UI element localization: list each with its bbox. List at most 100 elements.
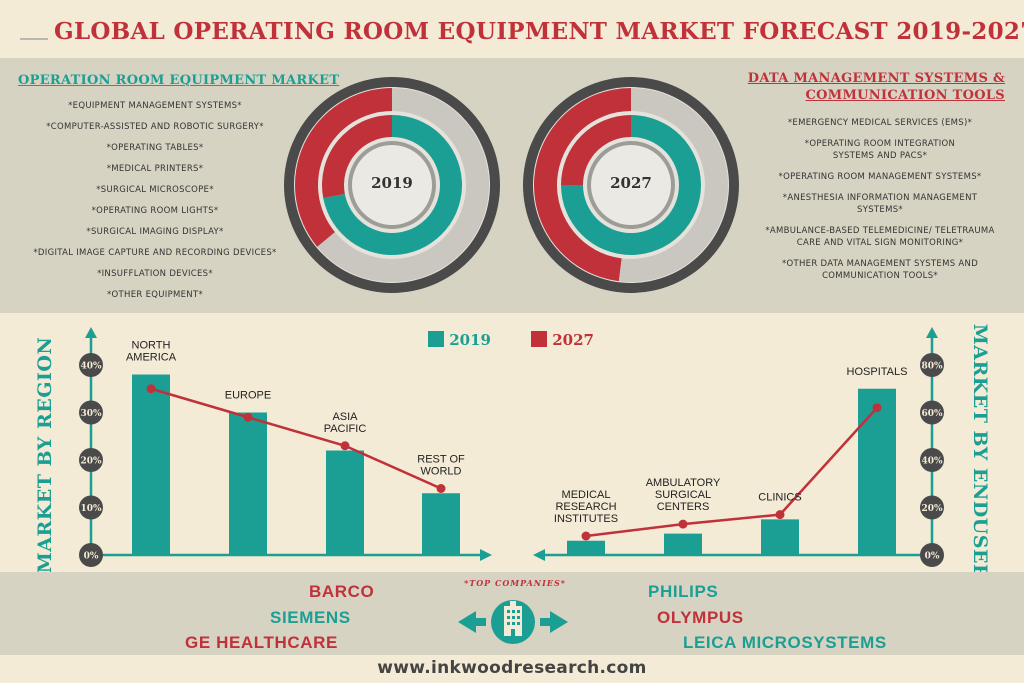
donut-slice-inner-data-management [321, 115, 392, 199]
line-2027 [150, 387, 442, 490]
category-label: ASIA [332, 411, 358, 423]
donut-slice-outer-equipment [317, 87, 490, 282]
list-item: *INSUFFLATION DEVICES* [97, 269, 213, 279]
category-label: INSTITUTES [554, 513, 618, 525]
y-tick-bubble [920, 543, 944, 567]
website-url[interactable]: www.inkwoodresearch.com [377, 658, 647, 678]
legend-2019: 2019 [428, 331, 491, 349]
donut-hub [591, 145, 671, 225]
right-arrow-stem [540, 618, 552, 626]
y-tick-bubble [920, 353, 944, 377]
list-item: *OTHER DATA MANAGEMENT SYSTEMS AND COMMU… [781, 259, 979, 281]
y-tick-bubble [79, 543, 103, 567]
bar-2019 [567, 540, 605, 555]
list-item: *AMBULANCE-BASED TELEMEDICINE/ TELETRAUM… [765, 226, 995, 248]
list-item: *DIGITAL IMAGE CAPTURE AND RECORDING DEV… [33, 248, 277, 258]
category-label: AMERICA [126, 352, 177, 364]
legend-2027: 2027 [531, 331, 594, 349]
category-label: EUROPE [225, 390, 271, 402]
page-title: GLOBAL OPERATING ROOM EQUIPMENT MARKET F… [48, 18, 1024, 45]
list-item: *MEDICAL PRINTERS* [106, 164, 204, 174]
point-2027 [146, 384, 156, 394]
legend-swatch-red [531, 331, 547, 347]
right-arrow-icon [550, 611, 568, 633]
left-section-list: *EQUIPMENT MANAGEMENT SYSTEMS* *COMPUTER… [10, 100, 300, 310]
bar-2019 [422, 493, 460, 555]
category-label: WORLD [421, 466, 462, 478]
y-tick-bubble [79, 400, 103, 425]
y-tick-label: 0% [84, 552, 99, 562]
list-item: *EMERGENCY MEDICAL SERVICES (EMS)* [787, 118, 973, 128]
right-section-list: *EMERGENCY MEDICAL SERVICES (EMS)* *OPER… [745, 117, 1015, 291]
list-item: *SURGICAL MICROSCOPE* [96, 185, 214, 195]
point-2027 [581, 531, 591, 541]
company-barco: BARCO [309, 582, 375, 601]
point-2027 [436, 484, 446, 493]
category-label: CENTERS [657, 501, 710, 513]
bar-2019 [132, 374, 170, 555]
top-companies-label: *TOP COMPANIES* [464, 578, 566, 588]
building-emblem [458, 600, 568, 644]
list-item: *OPERATING ROOM LIGHTS* [91, 206, 219, 216]
y-tick-label: 80% [921, 362, 943, 372]
donut-slice-inner-equipment [323, 115, 462, 256]
y-tick-label: 20% [80, 457, 102, 467]
y-tick-label: 0% [925, 552, 940, 562]
list-item: *OPERATING TABLES* [106, 143, 204, 153]
bar-2019 [761, 519, 799, 555]
top-section-band [0, 58, 1024, 313]
y-tick-bubble [79, 353, 103, 377]
list-item: *OPERATING ROOM INTEGRATION SYSTEMS AND … [804, 139, 956, 161]
legend-2027-label: 2027 [552, 331, 594, 349]
point-2027 [243, 412, 253, 422]
category-label: SURGICAL [655, 489, 711, 501]
title-banner: GLOBAL OPERATING ROOM EQUIPMENT MARKET F… [20, 8, 1024, 58]
legend-2019-label: 2019 [449, 331, 491, 349]
list-item: *SURGICAL IMAGING DISPLAY* [86, 227, 224, 237]
bar-2019 [229, 412, 267, 555]
category-label: NORTH [132, 340, 171, 352]
donut-2027-label: 2027 [610, 174, 652, 192]
list-item: *COMPUTER-ASSISTED AND ROBOTIC SURGERY* [46, 122, 264, 132]
x-axis-arrow-icon [533, 549, 545, 561]
right-heading-line2: COMMUNICATION TOOLS [805, 88, 1005, 103]
y-tick-label: 20% [921, 504, 943, 514]
donut-hub [352, 145, 432, 225]
donut-2019 [284, 77, 500, 293]
left-arrow-icon [458, 611, 476, 633]
bar-2019 [858, 388, 896, 555]
list-item: *OPERATING ROOM MANAGEMENT SYSTEMS* [778, 172, 982, 182]
y-tick-bubble [920, 495, 944, 520]
right-section-heading: DATA MANAGEMENT SYSTEMS & COMMUNICATION … [730, 70, 1005, 104]
company-philips: PHILIPS [648, 582, 719, 601]
category-label: HOSPITALS [847, 366, 908, 378]
donut-slice-outer-equipment [618, 88, 728, 282]
y-tick-bubble [920, 400, 944, 425]
y-tick-label: 40% [921, 457, 943, 467]
donut-slice-outer-data-management [295, 88, 392, 247]
donut-slice-inner-data-management [561, 115, 631, 185]
company-ge-healthcare: GE HEALTHCARE [185, 633, 338, 652]
left-arrow-stem [474, 618, 486, 626]
right-heading-line1: DATA MANAGEMENT SYSTEMS & [747, 71, 1005, 86]
company-olympus: OLYMPUS [657, 608, 744, 627]
y-tick-bubble [920, 448, 944, 472]
list-item: *OTHER EQUIPMENT* [106, 290, 204, 300]
y-tick-label: 60% [921, 409, 943, 419]
list-item: *EQUIPMENT MANAGEMENT SYSTEMS* [68, 101, 242, 111]
list-item: *ANESTHESIA INFORMATION MANAGEMENT SYSTE… [782, 193, 978, 215]
category-label: PACIFIC [324, 423, 367, 435]
point-2027 [872, 403, 882, 413]
y-tick-label: 40% [80, 362, 102, 372]
category-label: CLINICS [758, 492, 801, 504]
y-tick-label: 10% [80, 504, 102, 514]
company-leica: LEICA MICROSYSTEMS [683, 633, 887, 652]
donut-slice-outer-data-management [533, 88, 631, 282]
donut-2019-label: 2019 [371, 174, 413, 192]
legend-swatch-teal [428, 331, 444, 347]
y-tick-bubble [79, 448, 103, 472]
left-section-heading: OPERATION ROOM EQUIPMENT MARKET [18, 73, 340, 88]
